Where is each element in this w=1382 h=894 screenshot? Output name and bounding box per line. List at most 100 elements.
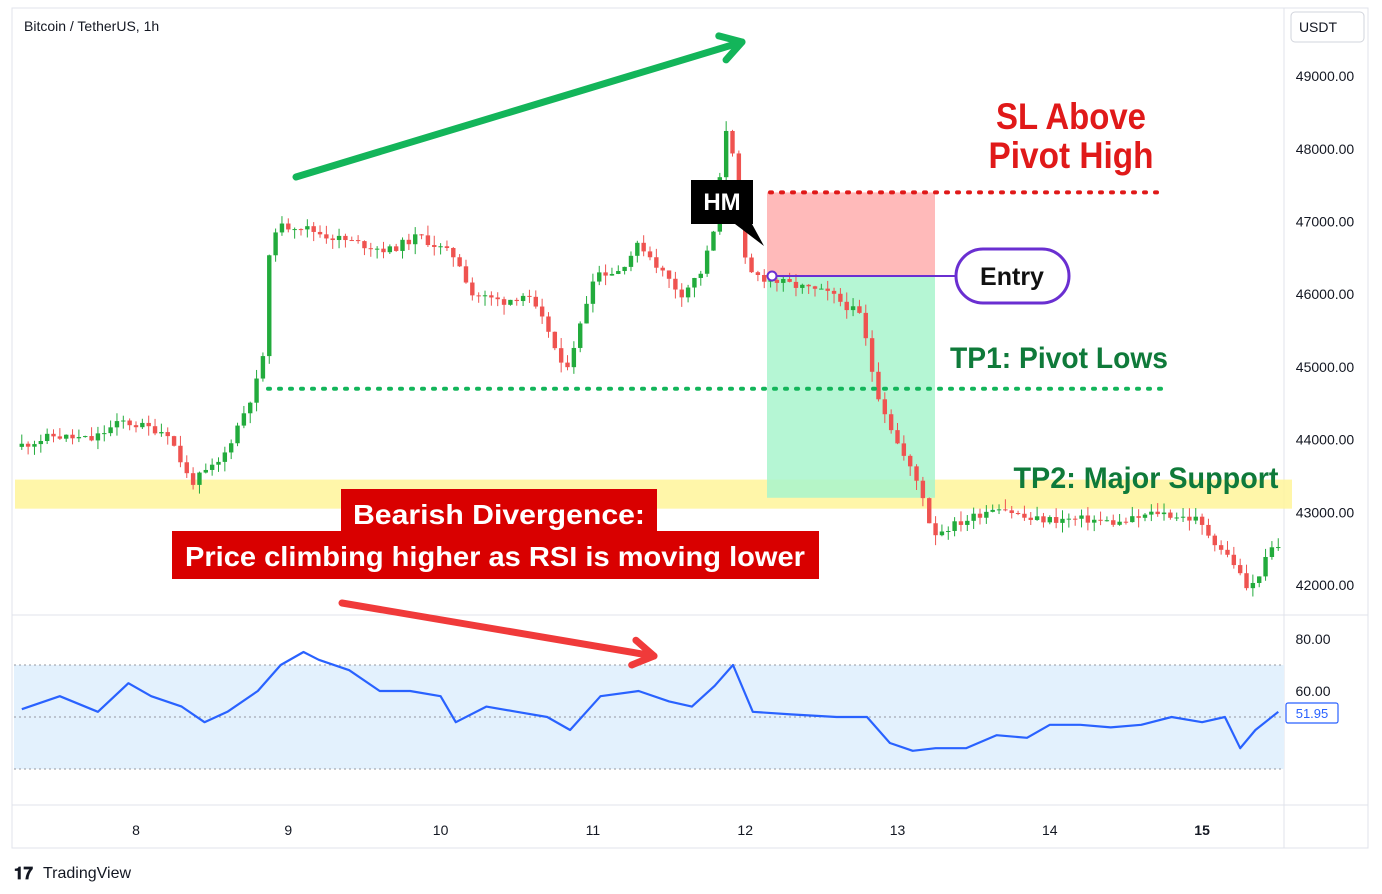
candle-body — [57, 436, 63, 439]
candle-body — [146, 422, 151, 427]
candle-body — [698, 273, 703, 278]
time-tick-label: 11 — [586, 822, 601, 838]
candle-body — [825, 288, 830, 291]
price-uptrend-arrowhead — [715, 32, 746, 64]
candle-body — [609, 273, 615, 276]
candle-body — [749, 257, 754, 273]
candle-body — [343, 235, 348, 241]
candle-body — [914, 466, 919, 481]
currency-button[interactable] — [1290, 11, 1365, 43]
hm-label-pointer — [735, 224, 764, 246]
candle-body — [673, 278, 678, 290]
time-tick-label: 8 — [132, 822, 140, 838]
candle-body — [1136, 516, 1141, 518]
candle-body — [1022, 513, 1027, 518]
candle-body — [1276, 547, 1281, 549]
candle-body — [958, 521, 964, 525]
candle-body — [267, 255, 272, 357]
candle-body — [355, 240, 361, 242]
candle-body — [171, 436, 177, 446]
tp1-label: TP1: Pivot Lows — [950, 342, 1168, 375]
candle-body — [216, 461, 221, 465]
stop-loss-label-line1: SL Above — [996, 96, 1146, 137]
candle-body — [38, 441, 44, 445]
candle-body — [946, 530, 951, 532]
candle-body — [83, 436, 88, 438]
time-tick-label: 14 — [1042, 822, 1058, 838]
candle-body — [876, 371, 881, 400]
candle-body — [292, 229, 297, 231]
candle-body — [1180, 516, 1186, 518]
candle-body — [140, 422, 145, 428]
candle-body — [882, 399, 888, 415]
candle-body — [324, 234, 329, 239]
candle-body — [235, 425, 240, 444]
rsi-last-value-tag — [1285, 702, 1339, 724]
candle-body — [495, 297, 500, 300]
candle-body — [647, 251, 653, 258]
candle-body — [1161, 512, 1167, 515]
candle-body — [793, 281, 799, 288]
rsi-tick-label: 80.00 — [1295, 631, 1330, 647]
candle-body — [1218, 545, 1224, 550]
candle-body — [482, 295, 488, 297]
candle-body — [95, 433, 101, 441]
candle-body — [1212, 535, 1217, 546]
candle-body — [965, 520, 970, 525]
divergence-label-box-top — [341, 489, 657, 534]
candle-body — [736, 153, 742, 203]
candle-body — [25, 443, 31, 447]
price-tick-label: 48000.00 — [1296, 141, 1355, 157]
candle-body — [381, 248, 386, 253]
candle-body — [393, 246, 399, 251]
candle-body — [400, 239, 405, 251]
candle-body — [63, 434, 69, 439]
price-tick-label: 42000.00 — [1296, 577, 1355, 593]
candle-body — [565, 362, 570, 368]
candle-body — [635, 242, 640, 256]
price-uptrend-arrow — [292, 38, 746, 181]
candle-body — [952, 521, 957, 531]
candle-body — [920, 480, 926, 499]
divergence-label-box-bottom — [172, 531, 819, 579]
candle-body — [622, 266, 627, 271]
candle-body — [533, 296, 538, 307]
candle-body — [628, 255, 634, 267]
chart-title: Bitcoin / TetherUS, 1h — [24, 18, 159, 34]
candle-body — [438, 246, 443, 248]
candle-body — [578, 323, 583, 348]
candle-body — [102, 433, 107, 435]
candle-body — [679, 289, 684, 298]
candle-body — [1117, 521, 1122, 525]
currency-button-label[interactable]: USDT — [1299, 19, 1338, 35]
candle-body — [1123, 521, 1129, 523]
candle-body — [641, 242, 646, 252]
candle-body — [781, 279, 786, 283]
candle-body — [127, 420, 132, 426]
stop-loss-zone — [767, 192, 935, 277]
tradingview-logo[interactable]: 𝟏𝟕 TradingView — [14, 864, 131, 883]
tradingview-logo-text: TradingView — [43, 865, 131, 882]
candle-body — [1237, 565, 1243, 574]
candle-body — [476, 295, 481, 297]
candle-body — [730, 130, 735, 154]
candle-body — [1168, 512, 1173, 518]
candle-body — [336, 235, 342, 241]
candle-body — [1174, 517, 1179, 519]
candle-body — [241, 413, 247, 426]
candle-body — [1231, 554, 1237, 566]
price-tick-label: 47000.00 — [1296, 214, 1355, 230]
candle-body — [32, 444, 37, 447]
candle-body — [787, 279, 792, 282]
candle-body — [660, 267, 665, 271]
rsi-line — [21, 650, 1279, 752]
candle-body — [819, 288, 824, 290]
candle-body — [888, 414, 894, 431]
candle-body — [152, 426, 158, 434]
candle-body — [1263, 556, 1268, 577]
candle-body — [939, 531, 945, 536]
candle-body — [927, 498, 932, 524]
candle-body — [692, 277, 697, 288]
candle-body — [1034, 516, 1040, 520]
hm-label: HM — [703, 189, 740, 216]
